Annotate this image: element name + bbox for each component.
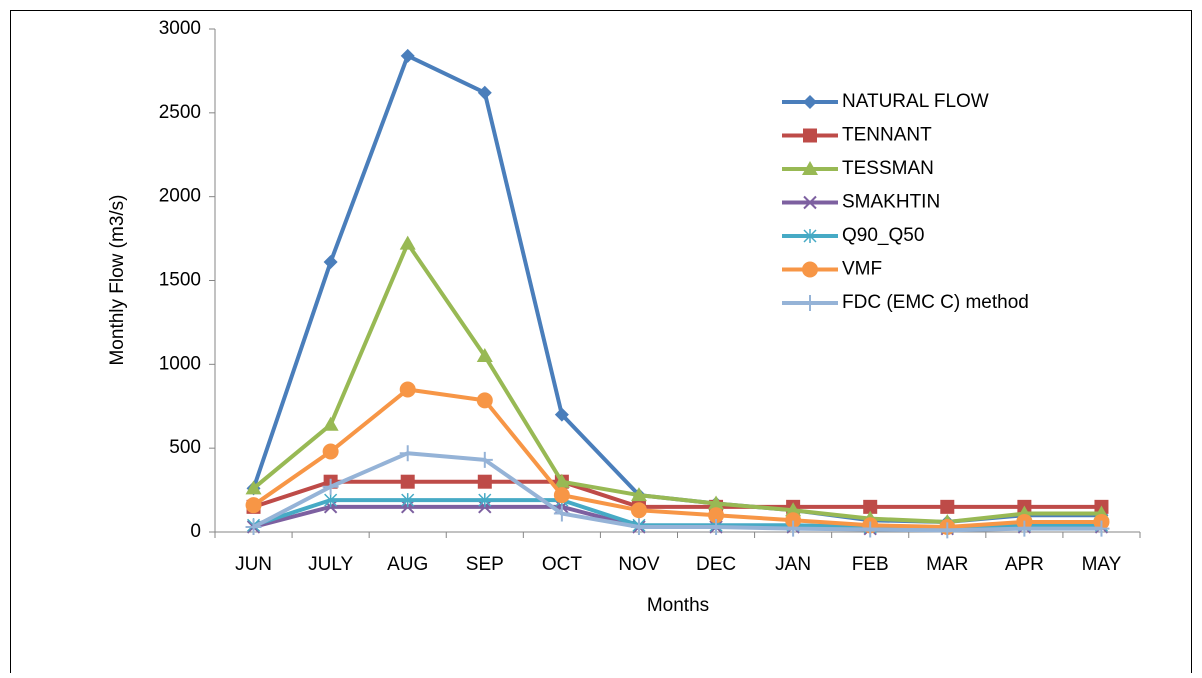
data-point <box>708 518 725 535</box>
data-point <box>708 495 725 510</box>
x-tick-label: SEP <box>466 554 504 575</box>
data-point <box>940 499 955 514</box>
chart-border <box>10 10 1192 678</box>
x-tick-label: JULY <box>308 554 353 575</box>
data-point <box>400 48 415 63</box>
data-point <box>863 499 878 514</box>
x-tick-label: MAR <box>926 554 968 575</box>
data-point <box>399 235 416 250</box>
legend-marker <box>803 229 817 243</box>
legend-label: TESSMAN <box>842 158 934 179</box>
data-point <box>245 480 262 495</box>
data-point <box>785 520 802 537</box>
legend-marker <box>802 295 818 311</box>
legend-label: FDC (EMC C) method <box>842 292 1029 313</box>
data-point <box>399 381 416 398</box>
y-tick-label: 0 <box>190 521 201 542</box>
legend-marker <box>802 261 818 278</box>
data-point <box>554 407 569 422</box>
legend-label: NATURAL FLOW <box>842 91 989 112</box>
data-point <box>323 255 338 270</box>
series-line <box>252 387 1102 529</box>
x-tick-label: NOV <box>618 554 660 575</box>
y-tick-label: 500 <box>169 437 201 458</box>
x-tick-label: FEB <box>852 554 889 575</box>
series-line <box>252 479 1102 509</box>
data-point <box>708 507 725 524</box>
y-tick-label: 1500 <box>159 270 201 291</box>
x-tick-label: MAY <box>1082 554 1122 575</box>
data-point <box>478 493 492 508</box>
legend-label: VMF <box>842 259 882 280</box>
legend-label: Q90_Q50 <box>842 225 924 246</box>
data-point <box>400 474 415 489</box>
data-point <box>862 521 879 538</box>
data-point <box>476 392 493 409</box>
data-point <box>553 473 570 488</box>
y-tick-label: 1000 <box>159 353 201 374</box>
data-point <box>245 497 262 514</box>
data-point <box>476 347 493 362</box>
x-tick-label: JAN <box>775 554 811 575</box>
x-tick-label: APR <box>1005 554 1044 575</box>
data-point <box>322 478 339 495</box>
data-point <box>630 487 647 502</box>
data-point <box>939 522 956 539</box>
data-point <box>630 502 647 519</box>
legend-marker <box>803 195 817 210</box>
y-axis-title: Monthly Flow (m3/s) <box>107 194 128 365</box>
x-tick-label: JUN <box>235 554 272 575</box>
data-point <box>477 474 492 489</box>
series-line <box>252 451 1102 533</box>
legend-label: SMAKHTIN <box>842 192 940 213</box>
y-tick-label: 2500 <box>159 102 201 123</box>
y-tick-label: 3000 <box>159 18 201 39</box>
data-point <box>785 512 802 529</box>
data-point <box>324 493 338 508</box>
data-point <box>553 505 570 522</box>
data-point <box>630 518 647 535</box>
data-point <box>399 445 416 462</box>
y-tick-label: 2000 <box>159 186 201 207</box>
legend-marker <box>803 95 817 109</box>
data-point <box>322 443 339 460</box>
data-point <box>401 493 415 508</box>
series-line <box>252 241 1102 524</box>
x-tick-label: OCT <box>542 554 583 575</box>
data-point <box>477 85 492 100</box>
data-point <box>1016 520 1033 537</box>
data-point <box>553 487 570 504</box>
data-point <box>245 518 262 535</box>
x-tick-label: DEC <box>696 554 736 575</box>
data-point <box>476 451 493 468</box>
x-tick-label: AUG <box>387 554 428 575</box>
data-point <box>1093 520 1110 537</box>
data-point <box>322 416 339 431</box>
data-point <box>785 502 802 517</box>
x-axis-title: Months <box>647 595 709 616</box>
legend-label: TENNANT <box>842 125 932 146</box>
legend-marker <box>803 128 817 143</box>
legend-marker <box>802 161 818 175</box>
